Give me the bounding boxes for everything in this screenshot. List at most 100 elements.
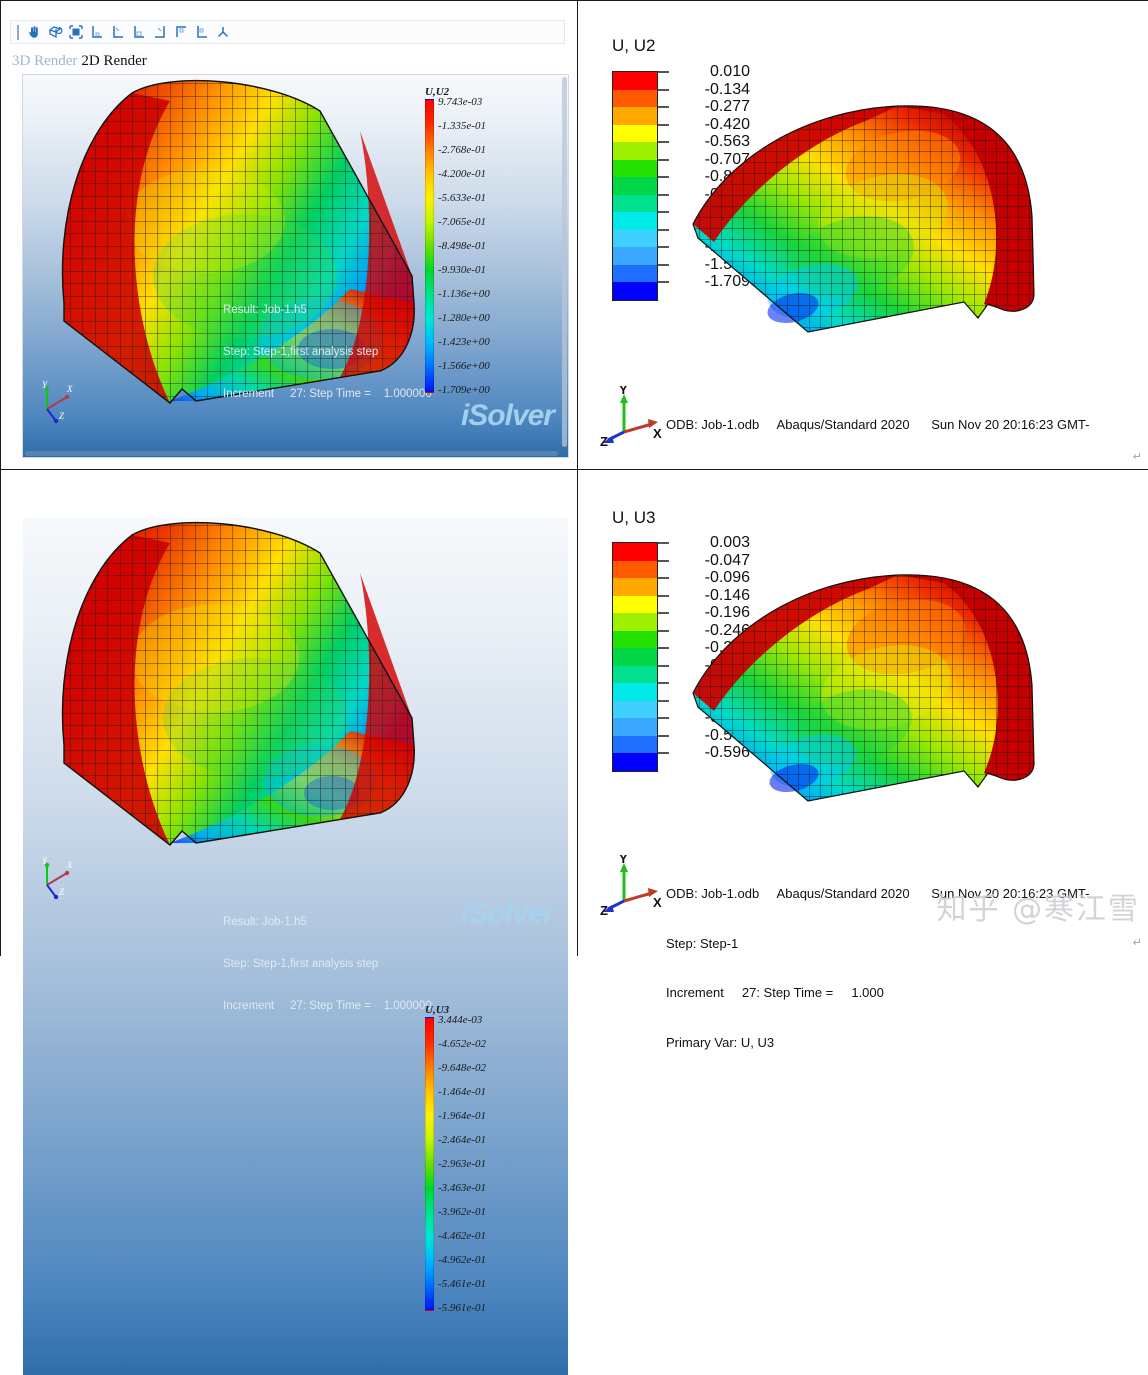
legend-value-label: -0.096 <box>704 569 750 586</box>
axis-triad-small-u3: Y X Z <box>42 856 73 900</box>
legend-color-band <box>613 247 657 265</box>
view-left-icon[interactable] <box>129 22 149 42</box>
panel-abaqus-u3: U, U3 0.003 -0.047 -0.096 -0.146 -0.196 -0.24… <box>578 470 1148 1050</box>
panel-isolver-u3: Y X Z Result: Job-1.h5 Step: Step-1,firs… <box>1 470 577 1375</box>
view-right-icon[interactable] <box>150 22 170 42</box>
legend-tick-label: -1.709e+00 <box>438 384 490 396</box>
legend-color-band <box>613 212 657 230</box>
legend-color-band <box>613 560 657 578</box>
legend-color-band <box>613 753 657 771</box>
legend-tick-label: 9.743e-03 <box>438 96 483 108</box>
legend-color-band <box>613 735 657 753</box>
tab-2d-render[interactable]: 2D Render <box>79 52 149 70</box>
triad-label-z: Z <box>59 887 65 897</box>
view-bottom-icon[interactable] <box>192 22 212 42</box>
legend-color-bands-u2 <box>612 71 658 301</box>
viewport-scrollbar-vertical[interactable] <box>562 77 567 447</box>
viewport-isolver-u2[interactable]: Y X Z Result: Job-1.h5 Step: Step-1,firs… <box>23 75 568 457</box>
legend-tick-label: -1.136e+00 <box>438 288 490 300</box>
frame-top-edge <box>0 0 1148 1</box>
view-front-icon[interactable] <box>87 22 107 42</box>
legend-gradient-bar-u2 <box>425 99 434 393</box>
legend-tick-mark <box>658 647 669 649</box>
vertical-panel-divider[interactable] <box>577 0 578 956</box>
triad-abq-label-x: X <box>653 895 662 910</box>
legend-tick-mark <box>658 752 669 754</box>
viewport-info-u3: Result: Job-1.h5 Step: Step-1,first anal… <box>223 887 432 1041</box>
legend-tick-label: -2.963e-01 <box>438 1158 486 1170</box>
view-back-icon[interactable] <box>108 22 128 42</box>
legend-tick-mark <box>658 88 669 91</box>
legend-color-band <box>613 177 657 195</box>
footer-step-line: Step: Step-1 <box>666 935 739 951</box>
legend-value-label: -0.277 <box>704 98 750 115</box>
paragraph-mark-top: ↵ <box>1132 451 1142 463</box>
legend-tick-mark <box>658 682 669 684</box>
triad-abq-label-y: Y <box>619 855 628 866</box>
legend-color-band <box>613 194 657 212</box>
legend-value-label: -0.563 <box>704 133 750 150</box>
triad-label-x: X <box>66 860 73 870</box>
pan-hand-icon[interactable] <box>24 22 44 42</box>
legend-value-label: -0.047 <box>704 551 750 569</box>
legend-gradient-bar-u3 <box>425 1017 434 1311</box>
legend-color-band <box>613 264 657 282</box>
legend-value-label: 0.003 <box>709 534 750 551</box>
legend-value-label: -0.196 <box>704 604 750 621</box>
info-step-line: Step: Step-1,first analysis step <box>223 958 379 970</box>
triad-label-x: X <box>66 384 73 394</box>
mesh-surface-abq-u2 <box>692 105 1035 333</box>
legend-value-label: -1.709 <box>704 273 750 290</box>
legend-tick-label: -1.423e+00 <box>438 336 490 348</box>
legend-value-label: -0.420 <box>704 115 750 133</box>
viewport-isolver-u3[interactable]: Y X Z Result: Job-1.h5 Step: Step-1,firs… <box>23 517 568 1375</box>
legend-tick-label: -5.461e-01 <box>438 1278 486 1290</box>
view-top-icon[interactable] <box>171 22 191 42</box>
view-iso-icon[interactable] <box>213 22 233 42</box>
legend-color-band <box>613 159 657 177</box>
legend-value-label: -0.146 <box>704 586 750 604</box>
mesh-surface-u3 <box>61 521 415 846</box>
legend-color-band <box>613 595 657 613</box>
rotate-icon[interactable] <box>45 22 65 42</box>
legend-tick-label: -2.464e-01 <box>438 1134 486 1146</box>
mesh-surface-abq-u3 <box>692 574 1035 802</box>
tab-3d-render[interactable]: 3D Render <box>12 53 78 69</box>
legend-tick-label: 3.444e-03 <box>438 1014 483 1026</box>
render-tabs[interactable]: 3D Render 2D Render <box>10 50 149 70</box>
legend-tick-mark <box>658 612 669 614</box>
legend-tick-label: -1.566e+00 <box>438 360 490 372</box>
legend-tick-label: -1.335e-01 <box>438 120 486 132</box>
zoom-box-icon[interactable] <box>66 22 86 42</box>
legend-color-band <box>613 124 657 142</box>
legend-color-band <box>613 72 657 90</box>
triad-label-y: Y <box>42 856 48 866</box>
horizontal-panel-divider[interactable] <box>0 469 1148 470</box>
legend-tick-mark <box>658 699 669 702</box>
paragraph-mark-bottom: ↵ <box>1132 937 1142 949</box>
legend-continuous-u2: U,U2 9.743e-03 -1.335e-01 -2.768e-01 -4.200… <box>425 86 490 396</box>
legend-tick-mark <box>658 664 669 667</box>
triad-abq-label-z: Z <box>600 903 608 917</box>
legend-tick-mark <box>658 594 669 597</box>
legend-tick-label: -5.633e-01 <box>438 192 486 204</box>
legend-value-label: 0.010 <box>709 63 750 80</box>
info-increment-line: Increment 27: Step Time = 1.000000 <box>223 1000 432 1012</box>
render-toolbar[interactable] <box>10 20 565 44</box>
legend-tick-label: -4.652e-02 <box>438 1038 486 1050</box>
legend-tick-label: -4.462e-01 <box>438 1230 486 1242</box>
toolbar-grip <box>17 24 19 40</box>
legend-tick-mark <box>658 141 669 143</box>
legend-tick-label: -1.964e-01 <box>438 1110 486 1122</box>
viewport-scrollbar-horizontal[interactable] <box>25 451 558 456</box>
legend-color-band <box>613 89 657 107</box>
legend-color-band <box>613 648 657 666</box>
mesh-surface-u2 <box>61 79 415 404</box>
legend-tick-mark <box>658 734 669 737</box>
legend-tick-mark <box>658 717 669 719</box>
info-result-line: Result: Job-1.h5 <box>223 304 307 316</box>
legend-value-label: -0.596 <box>704 744 750 761</box>
legend-value-label: -0.707 <box>704 150 750 168</box>
info-result-line: Result: Job-1.h5 <box>223 916 307 928</box>
